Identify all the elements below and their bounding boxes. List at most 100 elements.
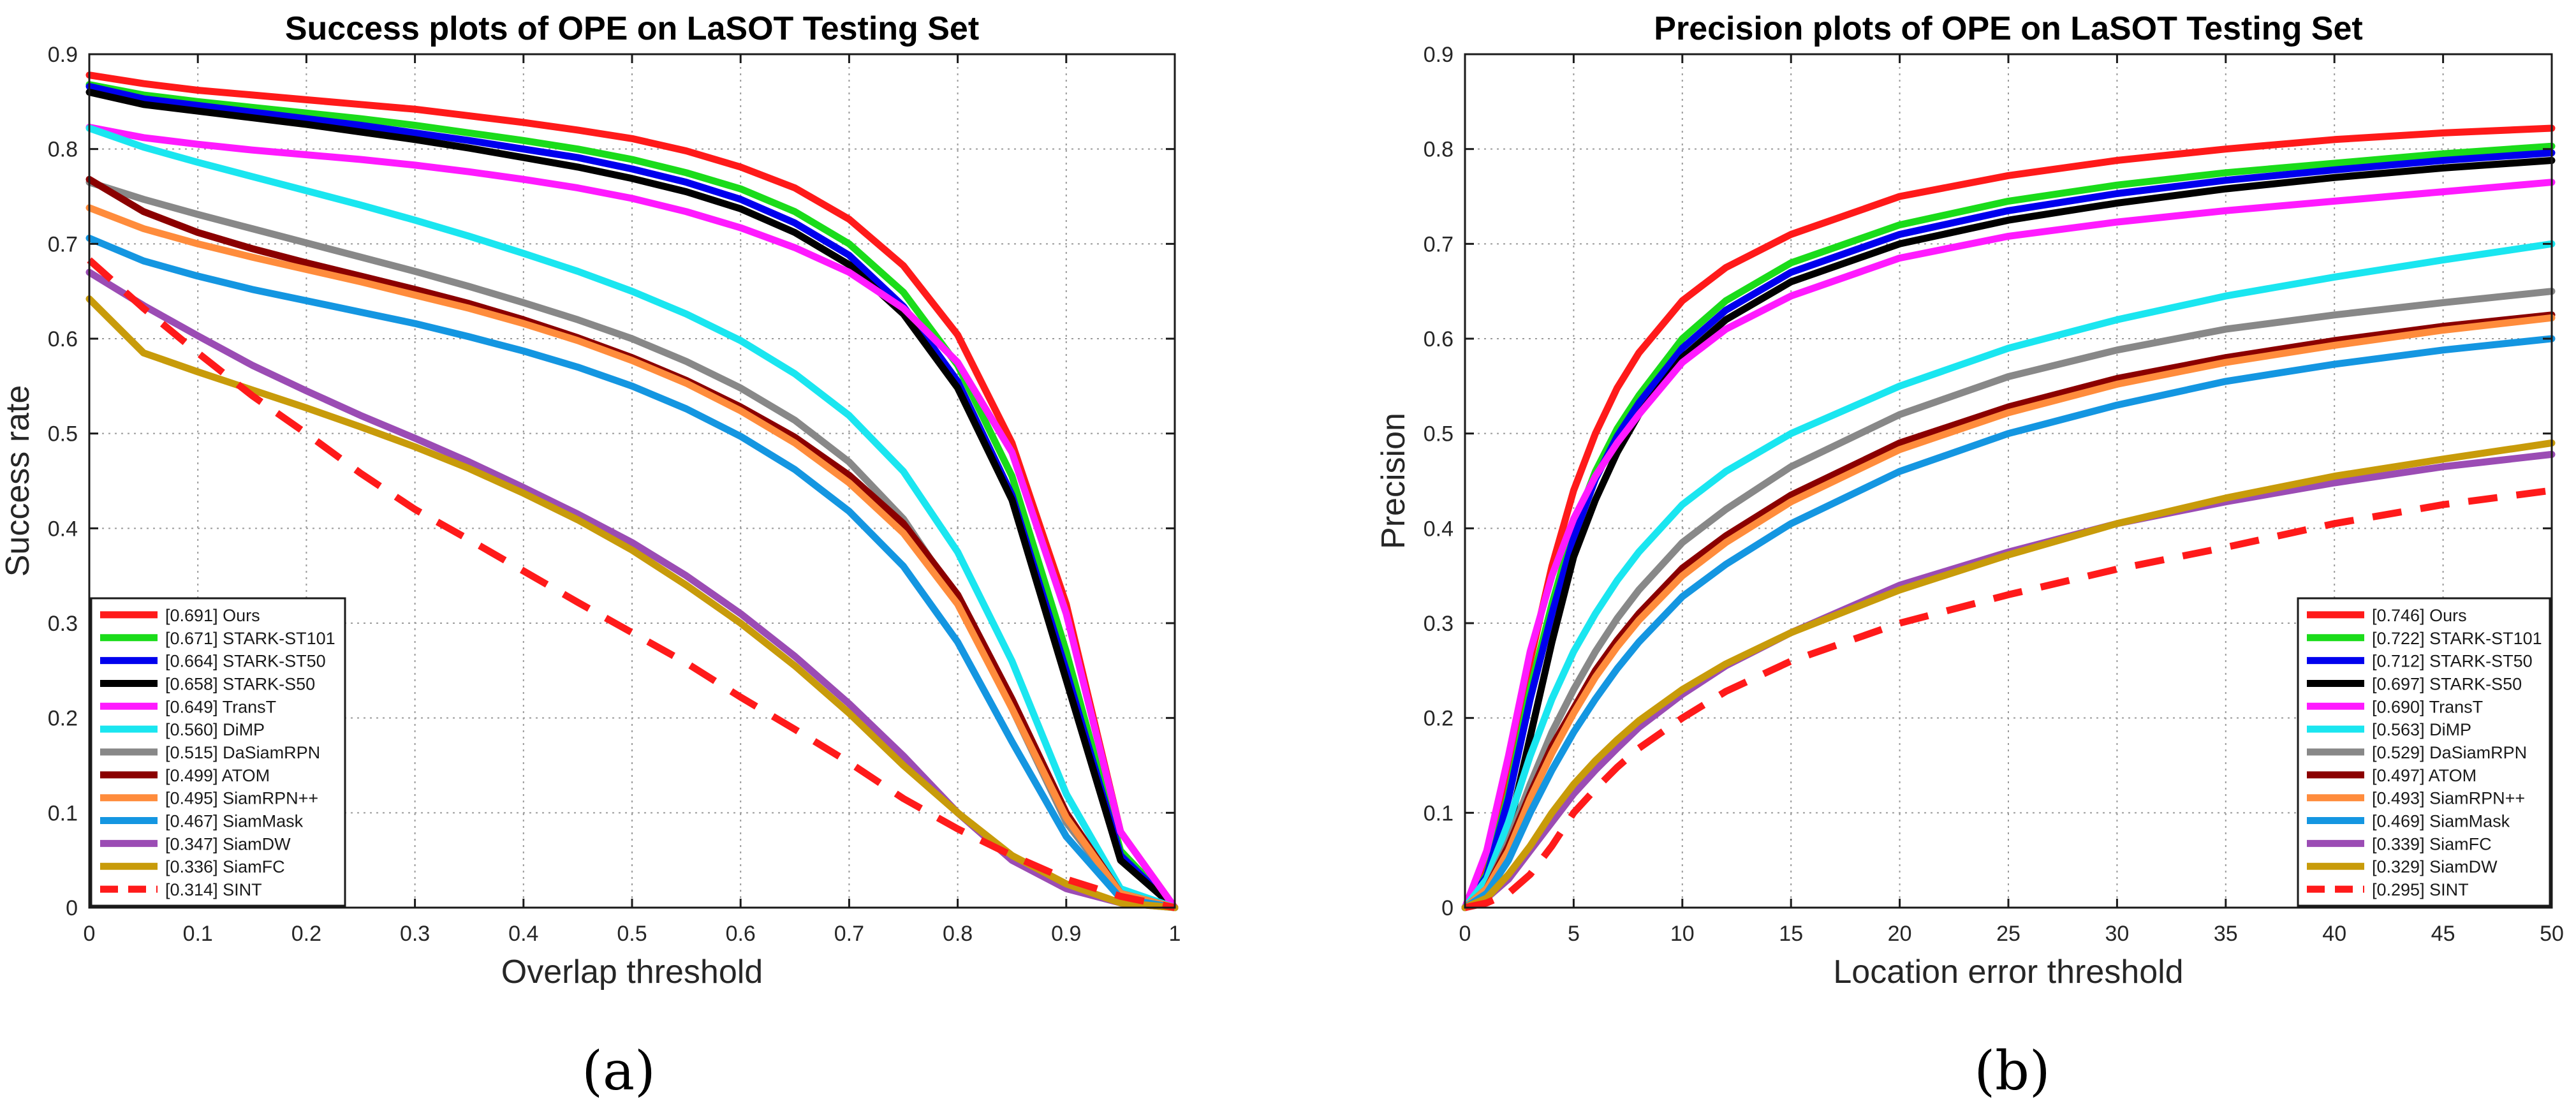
series-line-stark-st101 xyxy=(85,81,1179,911)
legend-label: [0.499] ATOM xyxy=(165,766,270,785)
series-group xyxy=(85,71,1179,911)
success-plot: 0 0.1 0.2 0.3 0.4 0.5 0.6 0.7 0.8 0.9 1 0 0.1 0.2 0.3 0… xyxy=(0,10,1181,991)
x-tick-label: 30 xyxy=(2105,922,2129,946)
y-tick-label: 0.9 xyxy=(1424,43,1454,67)
x-tick-label: 40 xyxy=(2322,922,2346,946)
legend-label: [0.467] SiamMask xyxy=(165,812,304,831)
series-line-sint xyxy=(87,257,1176,911)
series-line-dasiamrpn xyxy=(1461,288,2556,911)
x-tick-label: 0.2 xyxy=(291,922,321,946)
x-tick-label: 10 xyxy=(1670,922,1695,946)
y-tick-label: 0 xyxy=(1441,896,1454,920)
x-tick-label: 35 xyxy=(2214,922,2238,946)
legend-label: [0.560] DiMP xyxy=(165,720,265,739)
legend-label: [0.515] DaSiamRPN xyxy=(165,743,320,762)
series-group xyxy=(1461,124,2556,911)
series-line-ours xyxy=(85,71,1179,911)
ticks: 0 0.1 0.2 0.3 0.4 0.5 0.6 0.7 0.8 0.9 1 0 0.1 0.2 0.3 0… xyxy=(48,43,1181,946)
legend-label: [0.314] SINT xyxy=(165,880,262,899)
y-axis-label: Precision xyxy=(1375,413,1412,549)
legend-label: [0.691] Ours xyxy=(165,606,260,625)
ticks: 0 5 10 15 20 25 30 35 40 45 50 0 0.1 0.2 0.3 0.4 0.5 0.6 0… xyxy=(1424,43,2564,946)
x-tick-label: 5 xyxy=(1568,922,1580,946)
x-tick-label: 0.8 xyxy=(943,922,973,946)
y-tick-label: 0.3 xyxy=(48,612,78,636)
y-axis-label: Success rate xyxy=(0,385,36,577)
series-line-siamrpn- xyxy=(85,204,1179,911)
x-tick-label: 0 xyxy=(84,922,96,946)
legend-label: [0.529] DaSiamRPN xyxy=(2372,743,2527,762)
y-tick-label: 0.6 xyxy=(48,327,78,351)
series-line-transt xyxy=(1461,179,2556,911)
chart-title: Success plots of OPE on LaSOT Testing Se… xyxy=(285,10,979,47)
y-tick-label: 0 xyxy=(66,896,78,920)
x-tick-label: 0.6 xyxy=(726,922,756,946)
series-line-stark-s50 xyxy=(85,89,1179,911)
legend-label: [0.664] STARK-ST50 xyxy=(165,652,326,671)
series-line-dimp xyxy=(85,124,1179,911)
legend: [0.691] Ours [0.671] STARK-ST101 [0.664] S… xyxy=(90,597,346,907)
legend-label: [0.469] SiamMask xyxy=(2372,812,2510,831)
x-tick-label: 0.4 xyxy=(508,922,538,946)
x-tick-label: 0.3 xyxy=(400,922,430,946)
y-tick-label: 0.2 xyxy=(1424,707,1454,731)
series-line-transt xyxy=(85,124,1179,911)
legend-label: [0.329] SiamDW xyxy=(2372,857,2498,876)
y-tick-label: 0.7 xyxy=(48,232,78,256)
legend-label: [0.746] Ours xyxy=(2372,606,2467,625)
y-tick-label: 0.2 xyxy=(48,707,78,731)
legend-label: [0.712] STARK-ST50 xyxy=(2372,652,2533,671)
legend-label: [0.497] ATOM xyxy=(2372,766,2477,785)
panel-label-b: (b) xyxy=(1974,1040,2050,1102)
x-tick-label: 25 xyxy=(1996,922,2020,946)
legend-label: [0.690] TransT xyxy=(2372,697,2483,716)
legend-label: [0.339] SiamFC xyxy=(2372,834,2492,853)
y-tick-label: 0.5 xyxy=(1424,422,1454,446)
legend-label: [0.697] STARK-S50 xyxy=(2372,674,2522,693)
y-tick-label: 0.4 xyxy=(48,517,78,541)
y-tick-label: 0.6 xyxy=(1424,327,1454,351)
panel-label-a: (a) xyxy=(582,1040,656,1102)
series-line-siamfc xyxy=(85,295,1179,911)
y-tick-label: 0.4 xyxy=(1424,517,1454,541)
y-tick-label: 0.3 xyxy=(1424,612,1454,636)
y-tick-label: 0.1 xyxy=(1424,801,1454,825)
legend-label: [0.493] SiamRPN++ xyxy=(2372,789,2525,808)
legend-label: [0.295] SINT xyxy=(2372,880,2469,899)
x-axis-label: Overlap threshold xyxy=(501,954,763,991)
x-axis-label: Location error threshold xyxy=(1833,954,2183,991)
legend-label: [0.563] DiMP xyxy=(2372,720,2471,739)
series-line-dimp xyxy=(1461,240,2556,911)
x-tick-label: 0.9 xyxy=(1051,922,1081,946)
legend-label: [0.495] SiamRPN++ xyxy=(165,789,318,808)
series-line-stark-st50 xyxy=(1461,149,2556,911)
x-tick-label: 0.5 xyxy=(617,922,647,946)
series-line-siamdw xyxy=(1461,439,2556,911)
legend-label: [0.671] STARK-ST101 xyxy=(165,629,335,648)
x-tick-label: 0 xyxy=(1459,922,1471,946)
x-tick-label: 0.7 xyxy=(834,922,864,946)
series-line-siammask xyxy=(1461,335,2556,911)
chart-title: Precision plots of OPE on LaSOT Testing … xyxy=(1654,10,2362,47)
legend-label: [0.347] SiamDW xyxy=(165,834,291,853)
x-tick-label: 1 xyxy=(1169,922,1181,946)
y-tick-label: 0.5 xyxy=(48,422,78,446)
precision-plot: 0 5 10 15 20 25 30 35 40 45 50 0 0.1 0.2 0.3 0.4 0.5 0.6 0… xyxy=(1375,10,2564,991)
legend: [0.746] Ours [0.722] STARK-ST101 [0.712] S… xyxy=(2297,597,2551,907)
legend-label: [0.722] STARK-ST101 xyxy=(2372,629,2542,648)
legend-label: [0.336] SiamFC xyxy=(165,857,285,876)
series-line-sint xyxy=(1464,487,2552,911)
x-tick-label: 45 xyxy=(2431,922,2455,946)
series-line-siammask xyxy=(85,234,1179,911)
legend-label: [0.658] STARK-S50 xyxy=(165,674,315,693)
y-tick-label: 0.7 xyxy=(1424,232,1454,256)
x-tick-label: 0.1 xyxy=(183,922,213,946)
legend-label: [0.649] TransT xyxy=(165,697,276,716)
y-tick-label: 0.1 xyxy=(48,801,78,825)
y-tick-label: 0.9 xyxy=(48,43,78,67)
x-tick-label: 15 xyxy=(1779,922,1803,946)
series-line-siamrpn- xyxy=(1461,314,2556,911)
series-line-stark-s50 xyxy=(1461,157,2556,911)
x-tick-label: 50 xyxy=(2540,922,2564,946)
